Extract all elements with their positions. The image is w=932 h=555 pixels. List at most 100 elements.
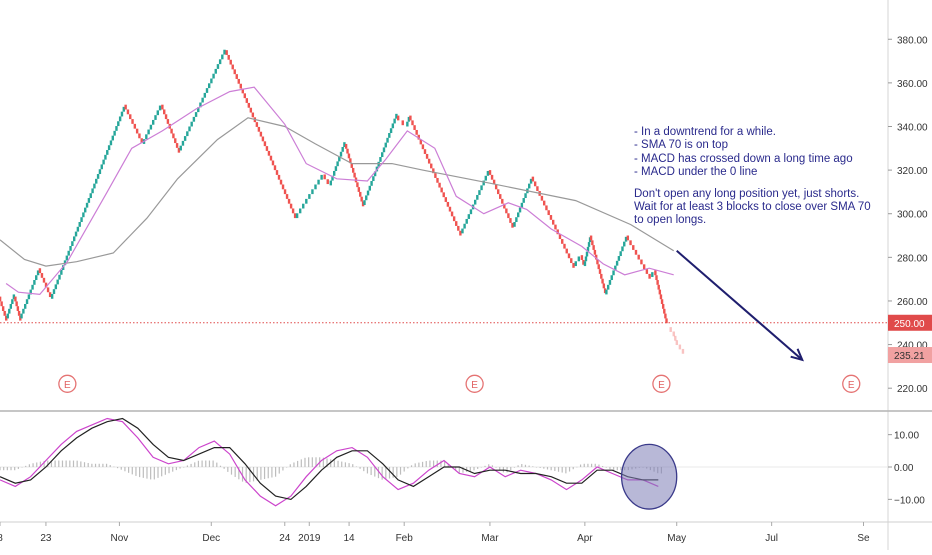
renko-brick xyxy=(188,126,191,132)
time-tick-label: 2019 xyxy=(298,533,321,544)
renko-brick xyxy=(657,284,660,290)
renko-brick xyxy=(396,115,400,121)
macd-histogram-bar xyxy=(432,460,435,467)
renko-brick xyxy=(440,187,443,193)
macd-histogram-bar xyxy=(425,461,427,467)
renko-brick xyxy=(384,142,387,148)
renko-brick xyxy=(261,136,265,142)
axis-layer: 220.00240.00260.00280.00300.00320.00340.… xyxy=(0,35,932,544)
macd-line xyxy=(0,417,659,507)
renko-brick xyxy=(381,152,384,158)
renko-brick xyxy=(113,130,116,136)
renko-brick xyxy=(610,275,613,281)
renko-brick xyxy=(65,255,69,261)
renko-brick xyxy=(353,172,356,178)
time-tick-label: 8 xyxy=(0,533,3,544)
renko-brick xyxy=(482,180,485,186)
renko-brick xyxy=(22,308,25,314)
renko-brick xyxy=(84,207,87,213)
renko-brick xyxy=(444,197,448,202)
renko-brick xyxy=(203,92,207,98)
macd-histogram-bar xyxy=(98,463,100,467)
macd-histogram-bar xyxy=(466,467,468,472)
macd-histogram-bar xyxy=(366,467,369,474)
renko-brick xyxy=(85,202,89,208)
renko-brick xyxy=(287,198,291,204)
renko-brick xyxy=(210,78,213,84)
renko-brick xyxy=(409,115,412,121)
renko-brick xyxy=(339,151,343,157)
renko-brick xyxy=(109,140,113,146)
renko-brick xyxy=(56,279,59,285)
renko-brick xyxy=(586,246,590,252)
renko-brick xyxy=(356,182,359,188)
renko-brick xyxy=(163,109,166,115)
renko-brick xyxy=(129,114,132,120)
macd-histogram-bar xyxy=(410,465,413,467)
macd-histogram-bar xyxy=(28,464,30,467)
macd-histogram-bar xyxy=(616,467,618,471)
renko-brick xyxy=(19,315,22,321)
renko-brick xyxy=(659,294,663,300)
macd-tick-label: −10.00 xyxy=(894,495,925,506)
renko-brick xyxy=(529,178,533,184)
macd-histogram-bar xyxy=(223,467,225,469)
macd-histogram-bar xyxy=(128,467,130,473)
annotation-line: - MACD has crossed down a long time ago xyxy=(634,152,853,165)
macd-histogram-bar xyxy=(32,463,34,467)
renko-brick xyxy=(16,306,20,311)
renko-brick xyxy=(582,259,585,265)
renko-brick xyxy=(225,50,228,55)
renko-brick xyxy=(583,261,587,267)
current-price-label: 235.21 xyxy=(894,351,925,362)
price-tick-label: 380.00 xyxy=(897,35,928,46)
renko-brick xyxy=(326,179,329,185)
macd-histogram-bar xyxy=(205,460,207,467)
current-price-badge xyxy=(888,347,932,364)
earnings-marker-icon xyxy=(652,374,671,393)
renko-brick xyxy=(626,235,630,241)
macd-histogram-bar xyxy=(216,462,218,467)
renko-brick xyxy=(634,249,638,255)
renko-brick xyxy=(580,255,584,260)
macd-histogram-bar xyxy=(546,467,549,470)
renko-brick xyxy=(273,165,277,171)
renko-brick xyxy=(602,283,606,289)
renko-brick xyxy=(513,222,516,227)
macd-histogram-bar xyxy=(576,466,578,468)
renko-brick xyxy=(154,115,157,120)
renko-brick xyxy=(239,83,242,89)
macd-signal-line xyxy=(0,417,659,501)
renko-brick xyxy=(73,236,76,242)
earnings-marker-label: E xyxy=(64,380,71,391)
renko-brick xyxy=(494,184,498,190)
macd-histogram-bar xyxy=(267,467,269,479)
renko-brick xyxy=(89,193,92,199)
renko-brick xyxy=(207,83,211,89)
renko-brick xyxy=(629,240,632,246)
sma-line xyxy=(5,86,674,296)
renko-brick xyxy=(365,195,368,201)
renko-brick xyxy=(98,169,102,175)
renko-brick xyxy=(645,269,649,274)
renko-brick xyxy=(572,263,575,268)
renko-brick xyxy=(285,194,289,199)
renko-brick xyxy=(350,163,353,168)
renko-brick xyxy=(637,254,640,260)
renko-brick xyxy=(96,174,100,179)
macd-histogram-bar xyxy=(598,464,600,467)
macd-histogram-bar xyxy=(613,467,615,471)
renko-brick xyxy=(311,189,314,195)
macd-histogram-bar xyxy=(54,460,56,467)
renko-brick xyxy=(149,124,153,130)
renko-brick xyxy=(177,147,181,153)
macd-histogram-bar xyxy=(249,467,251,483)
renko-brick xyxy=(35,275,38,281)
renko-brick xyxy=(503,203,506,209)
renko-brick xyxy=(430,163,433,169)
macd-histogram-bar xyxy=(297,460,299,467)
renko-brick xyxy=(598,269,602,274)
renko-brick xyxy=(117,121,120,127)
macd-histogram-bar xyxy=(179,467,181,469)
